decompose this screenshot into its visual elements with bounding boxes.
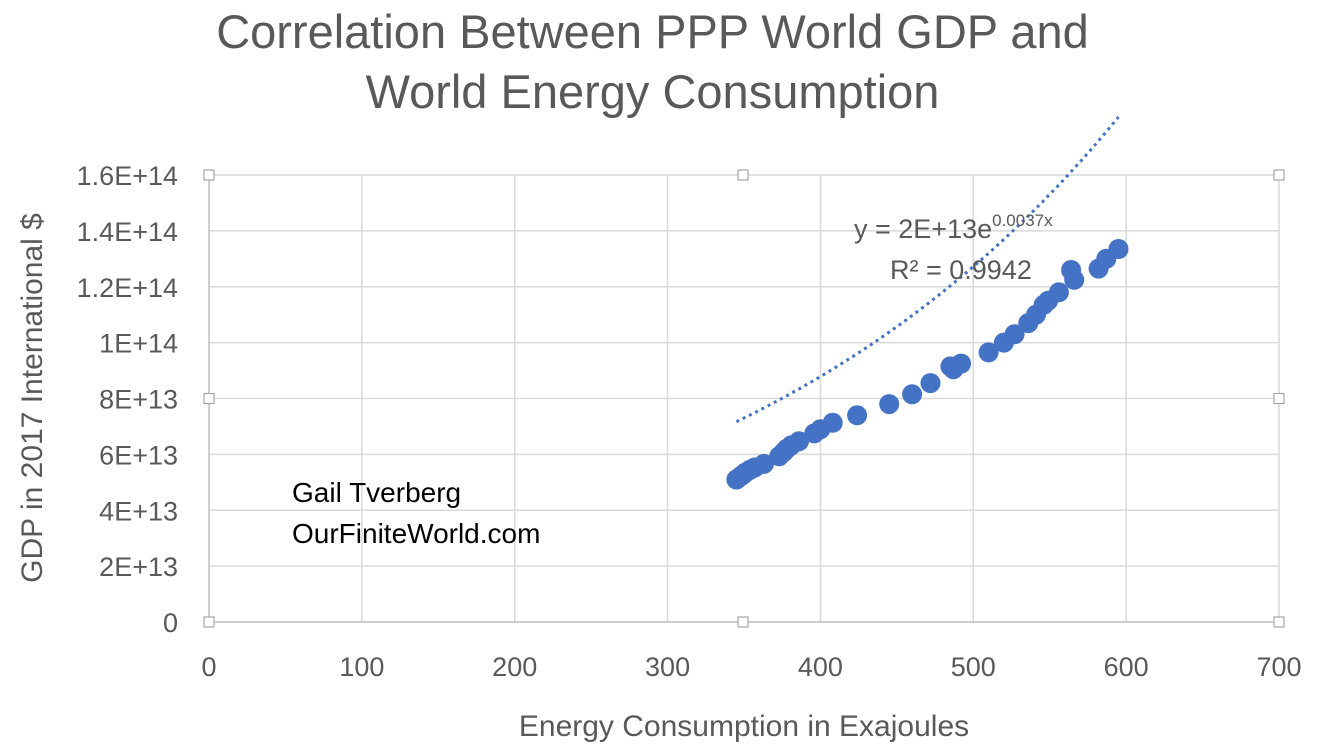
selection-handle <box>1273 169 1285 181</box>
data-points <box>726 239 1129 490</box>
chart-title-line-2: World Energy Consumption <box>365 65 940 118</box>
trendline-path <box>735 116 1120 424</box>
r-squared-label: R² = 0.9942 <box>890 255 1032 285</box>
data-point <box>822 412 843 433</box>
selection-handle <box>203 616 215 628</box>
x-tick-label: 600 <box>1104 652 1149 682</box>
y-tick-label: 1.6E+14 <box>77 161 178 191</box>
data-point <box>847 405 868 426</box>
selection-handle <box>1273 392 1285 405</box>
trendline <box>735 116 1120 424</box>
y-tick-label: 1.4E+14 <box>77 217 178 247</box>
author-name: Gail Tverberg <box>292 477 461 508</box>
y-tick-label: 0 <box>163 608 178 638</box>
data-point <box>1048 282 1069 303</box>
x-tick-label: 0 <box>201 652 216 682</box>
selection-handles <box>203 169 1285 628</box>
x-tick-label: 400 <box>798 652 843 682</box>
x-tick-label: 100 <box>339 652 384 682</box>
data-point <box>879 394 900 415</box>
y-tick-label: 6E+13 <box>99 440 178 470</box>
x-tick-label: 500 <box>951 652 996 682</box>
data-point <box>1004 324 1025 345</box>
x-tick-label: 300 <box>645 652 690 682</box>
chart-title: Correlation Between PPP World GDP and Wo… <box>0 2 1305 122</box>
y-tick-label: 4E+13 <box>99 496 178 526</box>
data-point <box>951 353 972 374</box>
selection-handle <box>203 169 215 181</box>
y-tick-label: 1E+14 <box>99 329 178 359</box>
data-point <box>920 373 941 394</box>
trendline-equation: y = 2E+13e0.0037x <box>854 211 1053 244</box>
selection-handle <box>737 169 749 181</box>
selection-handle <box>1273 616 1285 628</box>
selection-handle <box>203 392 215 405</box>
data-point <box>753 453 774 474</box>
chart-title-line-1: Correlation Between PPP World GDP and <box>216 5 1089 58</box>
data-point <box>978 342 999 363</box>
y-tick-label: 2E+13 <box>99 552 178 582</box>
y-axis-title: GDP in 2017 International $ <box>16 213 49 583</box>
y-tick-label: 8E+13 <box>99 385 178 415</box>
selection-handle <box>737 616 749 628</box>
data-point <box>1064 269 1085 290</box>
data-point <box>902 384 923 405</box>
x-tick-label: 200 <box>492 652 537 682</box>
x-tick-label: 700 <box>1256 652 1301 682</box>
author-website: OurFiniteWorld.com <box>292 518 540 549</box>
trendline-equation-exponent: 0.0037x <box>992 211 1053 230</box>
data-point <box>1108 239 1129 259</box>
y-tick-label: 1.2E+14 <box>77 273 178 303</box>
x-axis-title: Energy Consumption in Exajoules <box>519 710 969 743</box>
data-point <box>789 431 809 452</box>
trendline-equation-base: y = 2E+13e <box>854 214 992 244</box>
axis-ticks: 0 100 200 300 400 500 600 700 0 2E+13 4E+13 6E+13 8E… <box>77 161 1302 682</box>
